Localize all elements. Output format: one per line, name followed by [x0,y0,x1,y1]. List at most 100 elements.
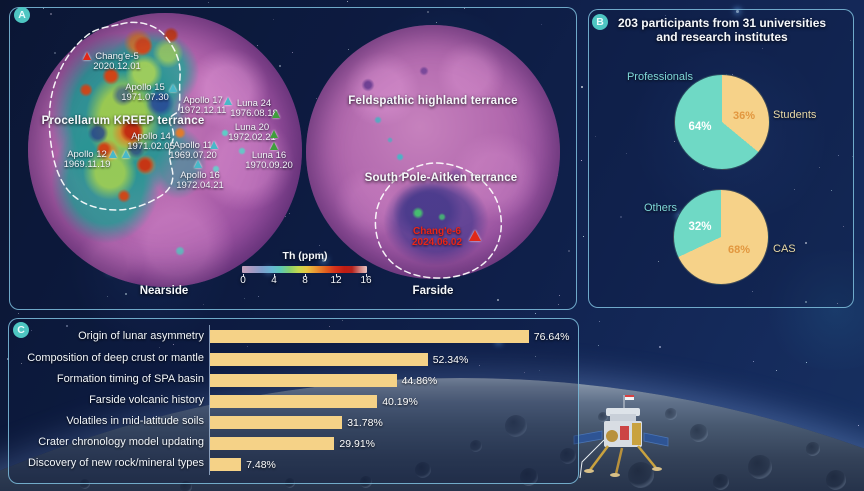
crater [806,442,820,456]
star [247,346,248,347]
star [558,304,559,305]
luna24-marker-icon [272,110,280,118]
star [752,291,753,292]
pie1-label-students: Students [773,109,817,121]
spa-terrane-label: South Pole-Aitken terrance [364,172,518,184]
star [50,13,52,15]
star [843,226,844,227]
bar [210,458,242,471]
star [342,320,343,321]
star [21,363,22,364]
bar [210,437,335,450]
star [794,189,795,190]
star [43,8,44,9]
star [626,153,627,154]
colorbar-tick [243,274,244,277]
star [347,1,348,2]
mission-label-luna24: Luna 24 1976.08.18 [230,98,278,119]
star [583,236,584,237]
pie2-pct-others: 32% [688,221,712,233]
change6-marker-icon [469,230,481,241]
crater [826,470,846,490]
change5-marker-icon [83,52,91,60]
star [479,365,480,366]
pie-chart-affiliation-role [674,74,770,170]
pie2-pct-cas: 68% [727,244,751,256]
panel-b-title-line2: and research institutes [656,30,788,44]
mission-label-apollo11: Apollo 11 1969.07.20 [169,140,217,161]
bar [210,416,343,429]
star [535,356,536,357]
star [31,330,32,331]
mission-label-change5: Chang'e-5 2020.12.01 [93,51,141,72]
mission-label-change6: Chang'e-6 2024.06.02 [411,226,463,248]
star [273,19,274,20]
crater [80,479,90,489]
apollo16-marker-icon [194,160,202,168]
thorium-colorbar [242,266,367,273]
crater [560,448,576,464]
bar [210,374,397,387]
star [642,26,643,27]
bar [210,330,529,343]
crater [598,412,608,422]
apollo14-marker-icon [122,150,130,158]
crater [520,468,538,486]
star [258,296,259,297]
crater [665,408,677,420]
pie2-label-cas: CAS [773,243,796,255]
star [665,15,666,16]
colorbar-tick-label: 12 [330,275,342,286]
star [203,304,204,305]
panel-a-badge: A [14,7,30,23]
star [568,250,570,252]
crater [470,440,482,452]
colorbar-tick [274,274,275,277]
star [285,216,286,217]
star [837,303,838,304]
bar-category-label: Volatiles in mid-latitude soils [66,415,204,427]
colorbar-tick [305,274,306,277]
star [659,346,661,348]
luna16-marker-icon [270,142,278,150]
star [329,326,330,327]
feldspathic-terrane-label: Feldspathic highland terrance [348,95,518,107]
star [838,155,839,156]
star [107,296,108,297]
panel-b-badge: B [592,14,608,30]
star [292,52,293,53]
star [806,362,807,363]
star [674,141,675,142]
star [858,425,859,426]
luna20-marker-icon [270,130,278,138]
kreep-terrane-label: Procellarum KREEP terrance [41,115,205,127]
crater [360,476,372,488]
star [66,325,68,327]
star [173,344,174,345]
star [850,40,851,41]
colorbar-tick-label: 0 [240,275,246,286]
star [244,298,245,299]
colorbar-tick [336,274,337,277]
apollo17-marker-icon [224,97,232,105]
colorbar-title: Th (ppm) [282,250,328,262]
star [689,39,690,40]
mission-label-apollo17: Apollo 17 1972.12.11 [179,95,227,116]
bar-chart-axis [209,325,210,475]
apollo15-marker-icon [169,84,177,92]
nearside-caption: Nearside [139,285,189,297]
star [762,48,763,49]
star [753,361,754,362]
bar-value-label: 29.91% [339,438,376,450]
colorbar-tick-label: 4 [271,275,277,286]
bar-value-label: 31.78% [347,417,383,429]
star [289,213,290,214]
crater [415,462,431,478]
crater [690,424,708,442]
colorbar-tick-label: 16 [360,275,372,286]
star [541,24,542,25]
bar-category-label: Farside volcanic history [89,394,204,406]
star [559,295,560,296]
farside-caption: Farside [412,285,454,297]
star [535,313,536,314]
